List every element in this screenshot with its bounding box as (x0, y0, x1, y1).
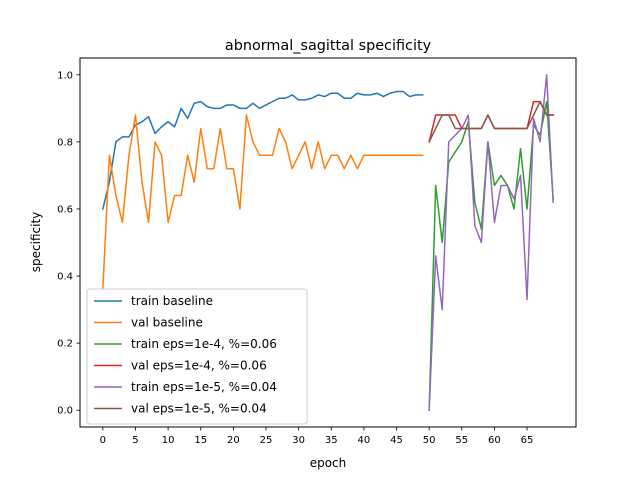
x-tick-label: 30 (292, 435, 305, 446)
series-line-1 (102, 114, 424, 291)
x-tick-label: 50 (423, 435, 436, 446)
axes-frame (79, 57, 577, 428)
y-axis-ticks: 0.0 0.2 0.4 0.6 0.8 1.0 (57, 70, 80, 417)
x-tick-label: 65 (521, 435, 534, 446)
y-tick-label: 0.2 (57, 339, 73, 350)
x-axis-label: epoch (310, 456, 347, 470)
y-tick-label: 1.0 (57, 70, 73, 81)
legend-label: val eps=1e-5, %=0.04 (131, 402, 267, 416)
series-line-5 (428, 100, 554, 143)
legend-label: val baseline (131, 316, 203, 330)
legend-label: train baseline (131, 294, 213, 308)
y-axis-label: specificity (29, 212, 43, 272)
y-tick-label: 0.4 (57, 272, 73, 283)
y-tick-label: 0.0 (57, 406, 73, 417)
x-tick-label: 40 (358, 435, 371, 446)
legend-label: val eps=1e-4, %=0.06 (131, 359, 267, 373)
y-tick-label: 0.6 (57, 204, 73, 215)
legend-box (86, 288, 308, 425)
x-tick-label: 15 (194, 435, 207, 446)
x-tick-label: 20 (227, 435, 240, 446)
legend-label: train eps=1e-4, %=0.06 (131, 337, 277, 351)
x-axis-ticks: 0 5 10 15 20 25 30 35 40 45 50 55 60 65 (100, 427, 534, 446)
x-tick-label: 25 (260, 435, 273, 446)
x-tick-label: 45 (390, 435, 403, 446)
x-tick-label: 60 (488, 435, 501, 446)
legend: train baseline val baseline train eps=1e-4… (86, 288, 308, 425)
x-tick-label: 35 (325, 435, 338, 446)
x-tick-label: 0 (100, 435, 106, 446)
x-tick-label: 5 (132, 435, 138, 446)
plot-lines (101, 74, 554, 412)
y-tick-label: 0.8 (57, 137, 73, 148)
series-line-4 (428, 74, 554, 412)
chart-title: abnormal_sagittal specificity (225, 38, 432, 54)
x-tick-label: 10 (162, 435, 175, 446)
x-tick-label: 55 (455, 435, 468, 446)
legend-label: train eps=1e-5, %=0.04 (131, 380, 277, 394)
series-line-0 (101, 90, 424, 210)
